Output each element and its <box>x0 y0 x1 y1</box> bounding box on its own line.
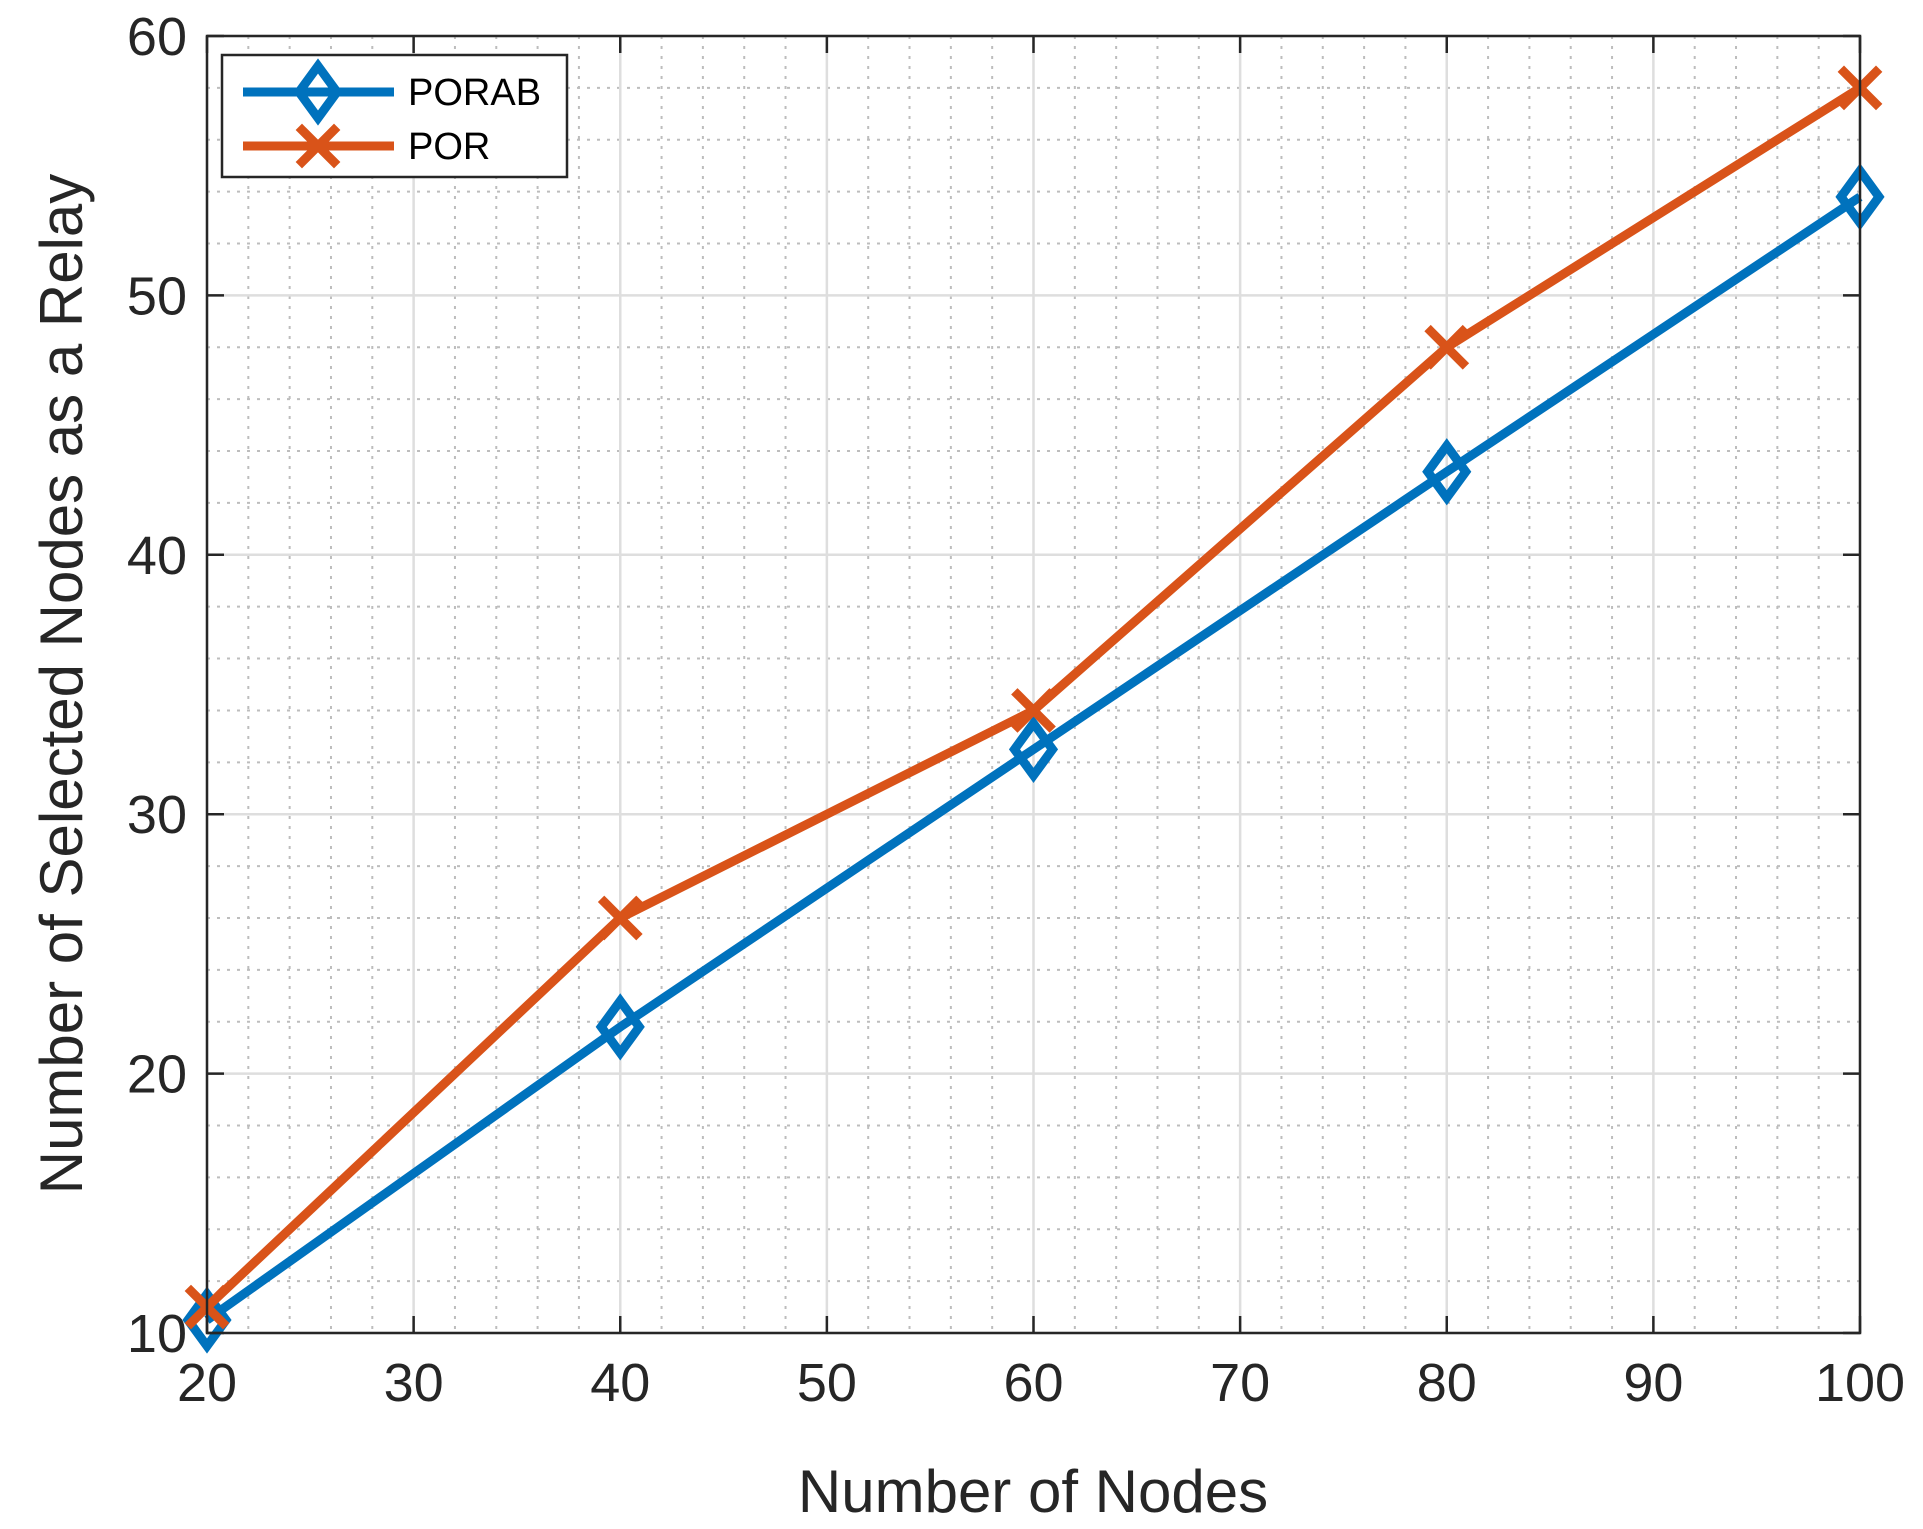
legend-box <box>220 53 569 179</box>
legend: PORAB POR <box>220 53 569 179</box>
minor-grid <box>207 36 1860 1333</box>
x-tick-label: 70 <box>1210 1353 1270 1413</box>
legend-label: POR <box>408 126 490 168</box>
data-point <box>182 1286 232 1354</box>
x-axis-title: Number of Nodes <box>798 1458 1268 1525</box>
x-tick-label: 40 <box>590 1353 650 1413</box>
x-tick-label: 80 <box>1417 1353 1477 1413</box>
y-tick-label: 30 <box>127 785 187 845</box>
series-layer <box>182 65 1885 1354</box>
data-point <box>597 895 643 941</box>
x-tick-label: 100 <box>1815 1353 1905 1413</box>
y-tick-label: 60 <box>127 7 187 67</box>
y-tick-labels: 10 20 30 40 50 60 <box>127 7 187 1364</box>
data-point <box>1424 324 1470 370</box>
data-point <box>595 993 645 1061</box>
data-point <box>1422 438 1472 506</box>
x-tick-labels: 20 30 40 50 60 70 80 90 100 <box>177 1353 1905 1413</box>
x-tick-label: 90 <box>1623 1353 1683 1413</box>
axis-ticks <box>205 34 1862 1335</box>
data-point <box>1008 715 1059 783</box>
y-tick-label: 10 <box>127 1304 187 1364</box>
series-porab <box>182 163 1885 1354</box>
legend-entry-por: POR <box>243 123 490 169</box>
y-tick-label: 50 <box>127 266 187 326</box>
legend-entry-porab: PORAB <box>243 58 541 126</box>
y-tick-label: 20 <box>127 1045 187 1105</box>
series-por <box>184 65 1883 1330</box>
legend-marker <box>293 58 343 126</box>
legend-marker <box>295 123 341 169</box>
y-tick-label: 40 <box>127 526 187 586</box>
x-tick-label: 20 <box>177 1353 237 1413</box>
data-point <box>1011 688 1056 733</box>
legend-label: PORAB <box>408 72 541 114</box>
series-line <box>204 193 1863 1324</box>
x-tick-label: 50 <box>797 1353 857 1413</box>
x-tick-label: 30 <box>384 1353 444 1413</box>
y-axis-title: Number of Selected Nodes as a Relay <box>28 174 95 1195</box>
x-tick-label: 60 <box>1003 1353 1063 1413</box>
